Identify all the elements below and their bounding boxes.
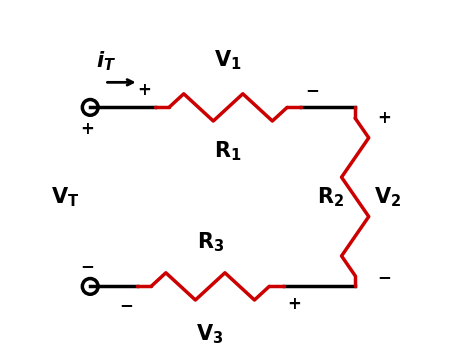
Text: $\mathbf{R_2}$: $\mathbf{R_2}$: [317, 185, 344, 209]
Text: $\mathbf{-}$: $\mathbf{-}$: [377, 267, 391, 285]
Text: $\mathbf{V_2}$: $\mathbf{V_2}$: [374, 185, 401, 209]
Text: $\mathbf{V_3}$: $\mathbf{V_3}$: [196, 322, 224, 346]
Text: $\mathbf{-}$: $\mathbf{-}$: [305, 81, 319, 98]
Text: $\mathbf{R_3}$: $\mathbf{R_3}$: [197, 231, 224, 254]
Text: $\mathbf{V_1}$: $\mathbf{V_1}$: [214, 48, 242, 72]
Text: $\mathbf{R_1}$: $\mathbf{R_1}$: [214, 140, 242, 163]
Text: $\mathbf{+}$: $\mathbf{+}$: [80, 120, 94, 138]
Text: $\mathbf{V_T}$: $\mathbf{V_T}$: [51, 185, 80, 209]
Text: $\mathbf{-}$: $\mathbf{-}$: [80, 256, 94, 274]
Text: $\mathbf{+}$: $\mathbf{+}$: [287, 295, 301, 313]
Text: $\mathbf{+}$: $\mathbf{+}$: [137, 81, 151, 98]
Text: $\mathbf{-}$: $\mathbf{-}$: [119, 295, 133, 313]
Text: $\mathbf{+}$: $\mathbf{+}$: [377, 109, 391, 127]
Text: $\bfit{i}_{T}$: $\bfit{i}_{T}$: [96, 50, 117, 73]
